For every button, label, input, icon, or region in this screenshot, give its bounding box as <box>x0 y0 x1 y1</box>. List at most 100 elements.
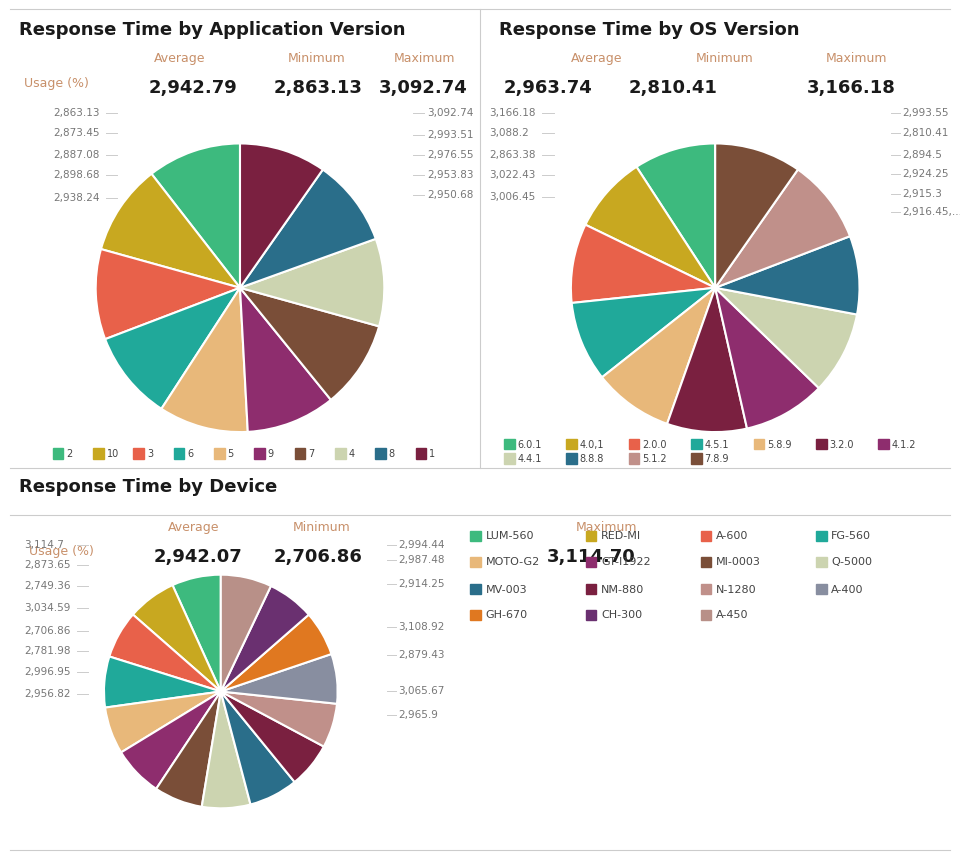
Text: 2,863.13: 2,863.13 <box>274 79 363 97</box>
Wedge shape <box>667 288 747 432</box>
Text: 3,166.18: 3,166.18 <box>806 79 896 97</box>
Text: 7.8.9: 7.8.9 <box>705 454 730 464</box>
Text: Response Time by Application Version: Response Time by Application Version <box>19 21 406 40</box>
Text: CH-300: CH-300 <box>601 611 642 620</box>
Wedge shape <box>240 143 323 288</box>
Text: 4.4.1: 4.4.1 <box>517 454 541 464</box>
Wedge shape <box>156 691 221 807</box>
Text: A-450: A-450 <box>716 611 749 620</box>
Wedge shape <box>715 169 850 288</box>
Text: 2,953.83: 2,953.83 <box>427 170 473 180</box>
Text: 3,092.74: 3,092.74 <box>427 108 473 119</box>
Text: 2,996.95: 2,996.95 <box>24 667 70 677</box>
Text: MOTO-G2: MOTO-G2 <box>486 557 540 567</box>
Text: 3,022.43: 3,022.43 <box>490 170 536 180</box>
Wedge shape <box>109 614 221 691</box>
Wedge shape <box>240 288 379 399</box>
Text: 5.1.2: 5.1.2 <box>642 454 667 464</box>
Text: MI-0003: MI-0003 <box>716 557 761 567</box>
Text: 2,938.24: 2,938.24 <box>53 192 99 203</box>
Text: Maximum: Maximum <box>826 52 887 64</box>
Text: 5.8.9: 5.8.9 <box>767 440 792 449</box>
Wedge shape <box>715 143 798 288</box>
Text: 2,987.48: 2,987.48 <box>398 555 444 565</box>
Text: 3,114.70: 3,114.70 <box>547 548 636 566</box>
Text: 2,916.45,...: 2,916.45,... <box>902 207 960 217</box>
Text: 3,114.7: 3,114.7 <box>24 540 64 551</box>
Wedge shape <box>221 691 324 782</box>
Text: 2,942.79: 2,942.79 <box>149 79 237 97</box>
Text: 3: 3 <box>147 449 153 459</box>
Text: GT-I1922: GT-I1922 <box>601 557 651 567</box>
Text: Response Time by Device: Response Time by Device <box>19 478 277 497</box>
Text: 2,915.3: 2,915.3 <box>902 189 943 199</box>
Wedge shape <box>221 654 338 704</box>
Text: 5: 5 <box>228 449 234 459</box>
Wedge shape <box>715 288 857 388</box>
Text: 2,781.98: 2,781.98 <box>24 646 70 656</box>
Text: 3,092.74: 3,092.74 <box>379 79 468 97</box>
Wedge shape <box>221 586 309 691</box>
Text: 2,950.68: 2,950.68 <box>427 190 473 200</box>
Text: 2,898.68: 2,898.68 <box>53 170 99 180</box>
Wedge shape <box>105 691 221 752</box>
Text: 2,976.55: 2,976.55 <box>427 149 473 160</box>
Text: Average: Average <box>571 52 623 64</box>
Text: 2,810.41: 2,810.41 <box>629 79 718 97</box>
Text: 2,863.13: 2,863.13 <box>53 108 99 119</box>
Wedge shape <box>636 143 715 288</box>
Wedge shape <box>221 691 295 805</box>
Wedge shape <box>104 656 221 708</box>
Wedge shape <box>221 575 271 691</box>
Wedge shape <box>221 691 337 746</box>
Wedge shape <box>240 169 375 288</box>
Text: 8.8.8: 8.8.8 <box>580 454 604 464</box>
Text: 2,894.5: 2,894.5 <box>902 149 943 160</box>
Text: 4: 4 <box>348 449 354 459</box>
Wedge shape <box>121 691 221 789</box>
Text: 2,879.43: 2,879.43 <box>398 649 444 660</box>
Text: Minimum: Minimum <box>288 52 346 64</box>
Wedge shape <box>571 225 715 303</box>
Wedge shape <box>132 585 221 691</box>
Text: 2,706.86: 2,706.86 <box>274 548 363 566</box>
Text: FG-560: FG-560 <box>831 532 872 541</box>
Text: Maximum: Maximum <box>576 521 637 534</box>
Wedge shape <box>101 174 240 288</box>
Text: Minimum: Minimum <box>293 521 350 534</box>
Text: 2,924.25: 2,924.25 <box>902 169 948 180</box>
Text: 2,993.55: 2,993.55 <box>902 108 948 119</box>
Text: 8: 8 <box>389 449 395 459</box>
Text: 3,166.18: 3,166.18 <box>490 108 536 119</box>
Wedge shape <box>202 691 251 808</box>
Text: N-1280: N-1280 <box>716 585 756 594</box>
Text: 3,065.67: 3,065.67 <box>398 686 444 697</box>
Wedge shape <box>161 288 248 432</box>
Text: A-400: A-400 <box>831 585 864 594</box>
Text: LUM-560: LUM-560 <box>486 532 535 541</box>
Text: A-600: A-600 <box>716 532 749 541</box>
Text: 2,994.44: 2,994.44 <box>398 540 444 551</box>
Wedge shape <box>715 236 859 314</box>
Wedge shape <box>106 288 240 409</box>
Text: 3,034.59: 3,034.59 <box>24 603 70 613</box>
Text: Usage (%): Usage (%) <box>24 77 89 90</box>
Text: 2,993.51: 2,993.51 <box>427 130 473 140</box>
Text: RED-MI: RED-MI <box>601 532 641 541</box>
Text: 6.0.1: 6.0.1 <box>517 440 541 449</box>
Wedge shape <box>240 239 384 326</box>
Text: 4.0,1: 4.0,1 <box>580 440 605 449</box>
Text: 2,963.74: 2,963.74 <box>504 79 592 97</box>
Text: MV-003: MV-003 <box>486 585 527 594</box>
Text: 2,965.9: 2,965.9 <box>398 710 439 720</box>
Text: 2,873.65: 2,873.65 <box>24 560 70 570</box>
Wedge shape <box>96 249 240 339</box>
Text: 2,942.07: 2,942.07 <box>154 548 242 566</box>
Text: Minimum: Minimum <box>696 52 754 64</box>
Text: 2,706.86: 2,706.86 <box>24 625 70 636</box>
Wedge shape <box>602 288 715 423</box>
Wedge shape <box>173 575 221 691</box>
Text: 2,887.08: 2,887.08 <box>53 149 99 160</box>
Text: 3.2.0: 3.2.0 <box>829 440 854 449</box>
Text: 2.0.0: 2.0.0 <box>642 440 667 449</box>
